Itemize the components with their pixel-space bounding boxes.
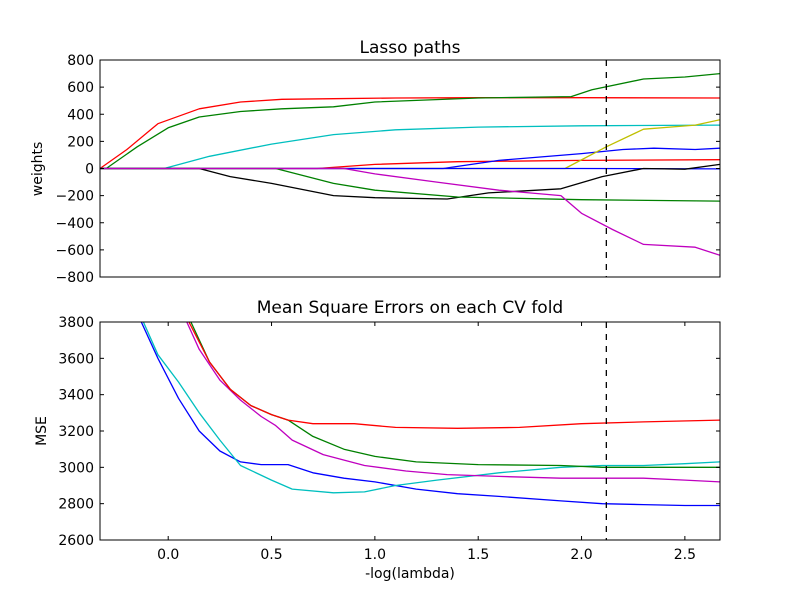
- y-tick-label: −600: [56, 243, 94, 259]
- y-tick-label: 2800: [58, 497, 94, 513]
- y-tick-label: 3200: [58, 424, 94, 440]
- plot-area: [140, 322, 720, 540]
- x-tick-label: 0.0: [157, 547, 179, 563]
- y-tick-label: −400: [56, 216, 94, 232]
- mse-title: Mean Square Errors on each CV fold: [257, 298, 563, 318]
- y-tick-label: 3400: [58, 388, 94, 404]
- y-tick-label: −800: [56, 270, 94, 286]
- series-line-3: [186, 322, 720, 483]
- x-tick-label: 1.5: [467, 547, 489, 563]
- y-tick-label: 0: [85, 162, 94, 178]
- series-line-1: [100, 97, 720, 170]
- series-line-9: [100, 167, 720, 202]
- series-line-2: [142, 322, 720, 494]
- series-line-2: [105, 72, 720, 170]
- y-tick-label: 3000: [58, 460, 94, 476]
- x-tick-label: 2.5: [674, 547, 696, 563]
- series-line-3: [100, 124, 720, 170]
- y-tick-label: 400: [67, 107, 94, 123]
- y-tick-label: 200: [67, 134, 94, 150]
- lasso-paths-ylabel: weights: [30, 142, 46, 197]
- y-tick-label: 2600: [58, 533, 94, 549]
- series-line-5: [188, 322, 720, 429]
- series-line-4: [190, 322, 720, 468]
- series-line-8: [100, 163, 720, 200]
- lasso-paths-title: Lasso paths: [360, 38, 461, 58]
- mse-ylabel: MSE: [34, 416, 50, 446]
- mse-axes: Mean Square Errors on each CV fold MSE -…: [34, 298, 721, 582]
- x-tick-label: 2.0: [570, 547, 592, 563]
- x-tick-label: 0.5: [260, 547, 282, 563]
- y-tick-label: 3600: [58, 351, 94, 367]
- mse-xlabel: -log(lambda): [365, 566, 455, 582]
- y-tick-label: 800: [67, 53, 94, 69]
- series-line-10: [100, 167, 720, 256]
- y-tick-label: 600: [67, 80, 94, 96]
- series-line-1: [140, 322, 720, 507]
- axes-frame: [99, 321, 721, 541]
- plot-area: [100, 60, 720, 277]
- y-tick-label: 3800: [58, 315, 94, 331]
- series-line-5: [100, 147, 720, 170]
- lasso-paths-axes: Lasso paths weights 800 600 400 200 0 −200 −40…: [30, 38, 721, 286]
- x-tick-label: 1.0: [364, 547, 386, 563]
- y-tick-label: −200: [56, 189, 94, 205]
